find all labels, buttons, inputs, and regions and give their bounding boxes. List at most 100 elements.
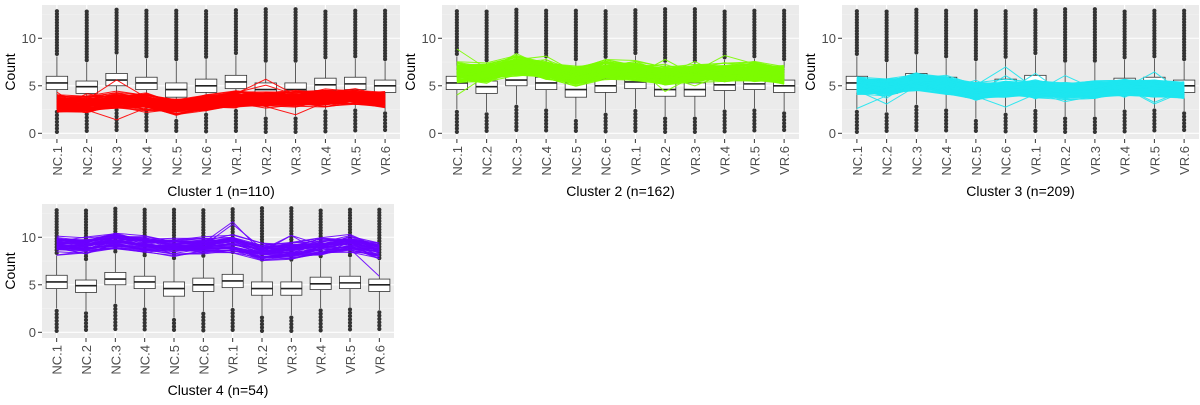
series-line: [56, 241, 380, 257]
x-tick-label: NC.4: [539, 146, 554, 176]
panel-title: Cluster 1 (n=110): [167, 183, 275, 199]
outlier-point: [603, 119, 608, 124]
outlier-point: [484, 115, 489, 120]
outlier-point: [1152, 111, 1157, 116]
chart-panel: 0 5 10 NC.1 NC.2 NC.3 NC.4 NC.5 NC.6 VR.1 VR.2 VR.3…: [2, 5, 400, 199]
outlier-point: [633, 108, 638, 114]
outlier-point: [347, 207, 353, 212]
outlier-point: [663, 116, 668, 121]
outlier-point: [884, 118, 889, 124]
outlier-point: [293, 123, 298, 128]
outlier-point: [113, 316, 118, 322]
outlier-point: [752, 111, 757, 116]
outlier-point: [289, 322, 294, 327]
outlier-point: [323, 109, 328, 114]
x-tick-label: VR.3: [289, 146, 304, 175]
outlier-point: [54, 123, 60, 128]
outlier-point: [259, 318, 265, 323]
outlier-point: [1003, 112, 1008, 117]
outlier-point: [293, 119, 298, 124]
y-tick-label: 5: [29, 78, 36, 93]
x-tick-label: VR.5: [747, 146, 762, 175]
outlier-point: [84, 125, 89, 130]
outlier-point: [382, 114, 388, 119]
x-tick-label: NC.2: [79, 345, 94, 375]
outlier-point: [722, 112, 727, 117]
outlier-point: [454, 116, 459, 121]
outlier-point: [1063, 123, 1068, 128]
outlier-point: [84, 112, 89, 117]
outlier-point: [377, 316, 382, 322]
outlier-point: [1033, 125, 1038, 130]
outlier-point: [484, 118, 489, 124]
outlier-point: [323, 129, 328, 134]
outlier-point: [514, 121, 519, 126]
outlier-point: [353, 8, 358, 13]
outlier-point: [114, 107, 119, 113]
outlier-point: [944, 121, 949, 126]
outlier-point: [233, 122, 239, 127]
x-tick-label: VR.5: [343, 345, 358, 374]
outlier-point: [603, 125, 608, 131]
outlier-point: [113, 323, 118, 328]
outlier-point: [171, 327, 177, 333]
outlier-point: [1122, 119, 1127, 124]
series-line: [56, 100, 386, 112]
series-line: [456, 66, 785, 77]
outlier-point: [54, 119, 60, 124]
outlier-point: [353, 125, 358, 130]
outlier-point: [854, 109, 859, 115]
outlier-point: [854, 119, 859, 124]
chart-panel: 0 5 10 NC.1 NC.2 NC.3 NC.4 NC.5 NC.6 VR.1 VR.2 VR.3…: [802, 5, 1199, 199]
outlier-point: [1033, 128, 1038, 134]
outlier-point: [230, 317, 235, 323]
outlier-point: [201, 328, 206, 333]
outlier-point: [944, 128, 949, 133]
outlier-point: [914, 121, 919, 126]
y-axis-title: Count: [2, 252, 18, 289]
x-tick-label: NC.6: [599, 146, 614, 176]
outlier-point: [573, 118, 578, 124]
outlier-point: [377, 310, 382, 315]
x-tick-label: VR.2: [259, 146, 274, 175]
outlier-point: [1122, 122, 1127, 127]
x-tick-label: NC.5: [969, 146, 984, 176]
outlier-point: [113, 303, 118, 308]
outlier-point: [142, 310, 147, 315]
series-line: [456, 61, 785, 77]
y-tick-label: 0: [29, 325, 36, 340]
outlier-point: [233, 115, 239, 120]
outlier-point: [203, 9, 209, 14]
outlier-point: [263, 116, 268, 121]
outlier-point: [944, 125, 949, 130]
outlier-point: [514, 104, 519, 109]
x-tick-label: VR.2: [1058, 146, 1073, 175]
x-tick-label: VR.6: [372, 345, 387, 374]
x-tick-label: NC.4: [138, 345, 153, 375]
outlier-point: [544, 121, 549, 126]
outlier-point: [603, 115, 608, 121]
outlier-point: [1003, 115, 1008, 121]
outlier-point: [142, 327, 147, 332]
outlier-point: [1182, 124, 1187, 129]
outlier-point: [54, 129, 60, 134]
y-tick-label: 10: [822, 31, 836, 46]
outlier-point: [884, 128, 889, 134]
outlier-point: [573, 8, 578, 13]
outlier-point: [353, 118, 358, 123]
outlier-point: [914, 124, 919, 129]
outlier-point: [318, 314, 323, 320]
outlier-point: [259, 315, 265, 320]
outlier-point: [83, 314, 89, 319]
outlier-point: [230, 327, 235, 333]
outlier-point: [1092, 119, 1097, 124]
series-line: [856, 85, 1185, 96]
outlier-point: [1182, 114, 1187, 119]
outlier-point: [54, 312, 59, 317]
y-tick-label: 0: [429, 126, 436, 141]
x-tick-label: VR.2: [658, 146, 673, 175]
y-tick-label: 10: [22, 230, 36, 245]
outlier-point: [233, 125, 239, 130]
outlier-point: [318, 321, 323, 326]
